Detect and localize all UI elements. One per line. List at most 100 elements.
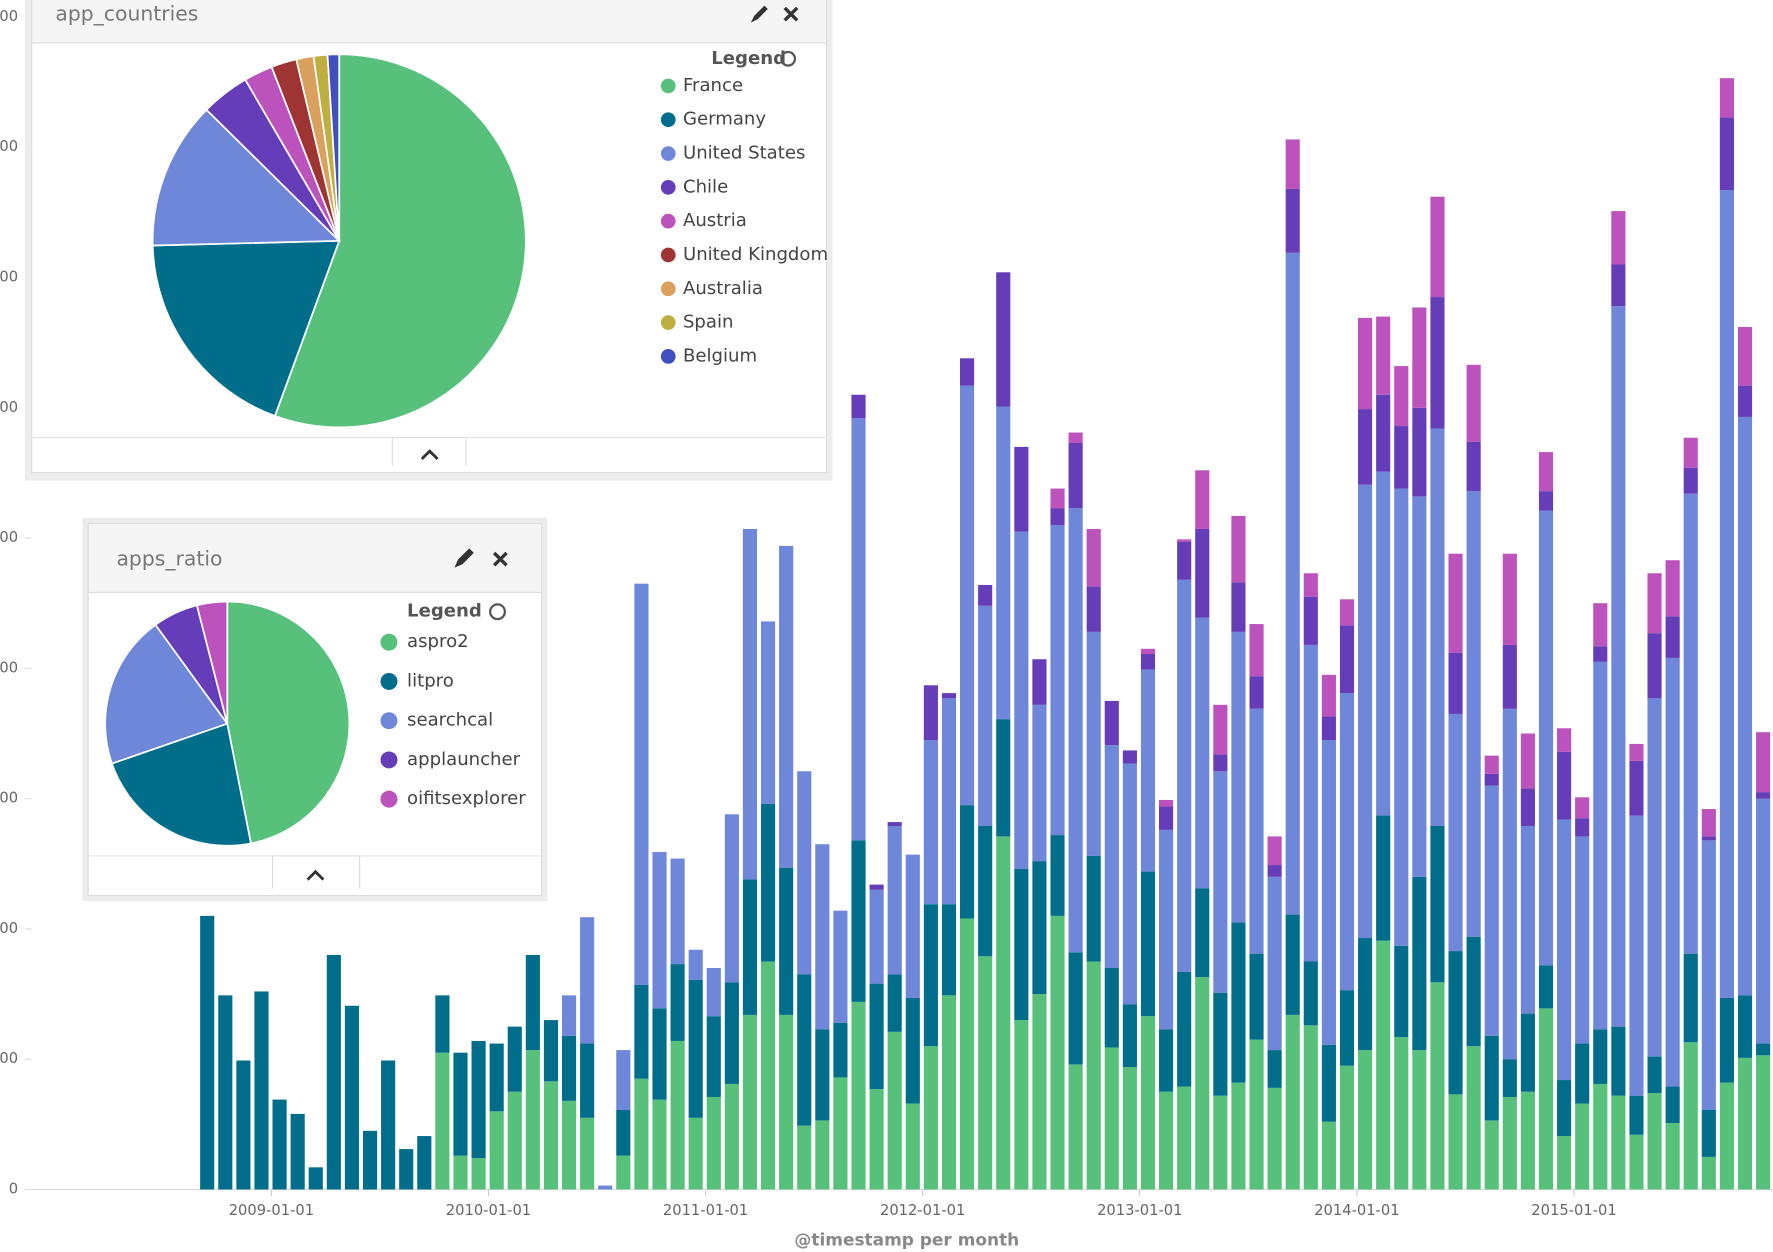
bar-segment [1719,997,1734,1083]
bar-segment [797,771,812,975]
bar-segment [1557,819,1572,1081]
close-icon[interactable] [492,551,508,567]
legend-label: Australia [683,278,763,299]
bar-chart: @timestamp per month 0000000000000000000… [0,8,1773,1249]
bar-segment [634,984,649,1079]
bar-segment [724,982,739,1084]
edit-icon[interactable] [750,5,768,23]
bar-segment [1593,646,1608,662]
bar-segment [724,1083,739,1190]
bar-segment [1611,1026,1626,1096]
bar-segment [1285,914,1300,1015]
bar-segment [688,979,703,1118]
bar-segment [1068,432,1083,443]
bar-segment [923,740,938,905]
bar-segment [815,1120,830,1190]
bar-segment [272,1099,287,1190]
bar-segment [688,1117,703,1190]
bar-segment [1430,428,1445,826]
bar-segment [399,1149,414,1190]
legend-label: Belgium [683,345,757,366]
bar-segment [1177,579,1192,972]
close-icon[interactable] [783,6,799,22]
bar-segment [435,995,450,1053]
bar-segment [1177,541,1192,580]
bar-segment [308,1167,323,1190]
bar-segment [670,964,685,1041]
bar-segment [580,1117,595,1190]
legend-label: Spain [683,312,734,333]
bar-segment [1394,945,1409,1038]
legend-swatch [660,78,676,94]
bar-segment [1267,876,1282,1051]
bar-segment [1557,1080,1572,1137]
bar-segment [869,889,884,984]
bar-segment [996,719,1011,837]
bar-segment [1086,528,1101,587]
bar-segment [1538,452,1554,492]
bar-segment [1303,573,1318,597]
bar-segment [1502,708,1517,1060]
bar-segment [869,884,884,890]
bar-segment [1394,366,1409,427]
bar-segment [1122,1067,1137,1190]
bar-segment [779,545,794,868]
bar-segment [1665,1123,1680,1190]
bar-segment [779,1014,794,1190]
pie-slice [110,722,252,847]
legend-toggle[interactable] [489,603,507,621]
bar-segment [543,1020,559,1082]
bar-segment [598,1185,613,1190]
legend-label: Germany [683,109,766,130]
bar-segment [1285,1014,1300,1190]
bar-segment [1032,994,1047,1190]
bar-segment [1267,1087,1282,1190]
bar-segment [1339,625,1355,694]
bar-segment [1448,652,1463,714]
bar-segment [1159,829,1174,1030]
bar-segment [1140,1016,1156,1190]
bar-segment [1665,616,1680,658]
bar-segment [1358,317,1373,410]
bar-segment [760,621,776,804]
bar-segment [1611,264,1626,307]
bar-segment [959,805,975,919]
bar-segment [742,879,758,1015]
legend-swatch [660,315,676,330]
bar-segment [1520,733,1535,789]
x-tick-label: 2015-01-01 [1531,1202,1616,1219]
bar-segment [1575,797,1590,819]
bar-segment [1249,953,1264,1040]
edit-icon[interactable] [454,548,474,568]
bar-segment [1629,815,1644,1096]
bar-segment [1502,553,1517,645]
bar-segment [742,528,758,880]
legend-toggle[interactable] [780,50,797,67]
bar-segment [1665,657,1680,1087]
bar-segment [1430,196,1445,298]
bar-segment [543,1081,559,1190]
bar-segment [905,854,920,998]
bar-segment [1430,982,1445,1190]
bar-segment [525,1050,540,1190]
bar-segment [815,844,830,1030]
legend-swatch [380,672,398,690]
bar-segment [978,605,993,826]
bar-segment [851,394,866,419]
x-tick-label: 2014-01-01 [1314,1202,1399,1219]
bar-segment [453,1155,468,1190]
bar-segment [1104,1047,1119,1190]
bar-segment [1611,306,1626,1027]
bar-segment [1466,441,1481,492]
bar-segment [1376,471,1391,816]
x-tick-label: 2009-01-01 [229,1202,314,1219]
bar-segment [1068,952,1083,1065]
bar-segment [1466,491,1481,937]
bar-segment [1629,760,1644,816]
bar-segment [1575,818,1590,837]
legend-label: Austria [683,210,747,231]
legend-label: France [683,75,743,96]
bar-segment [417,1136,432,1190]
panel-app-countries: app_countries Legend France Germany United… [24,0,833,481]
bar-segment [1683,1042,1698,1190]
